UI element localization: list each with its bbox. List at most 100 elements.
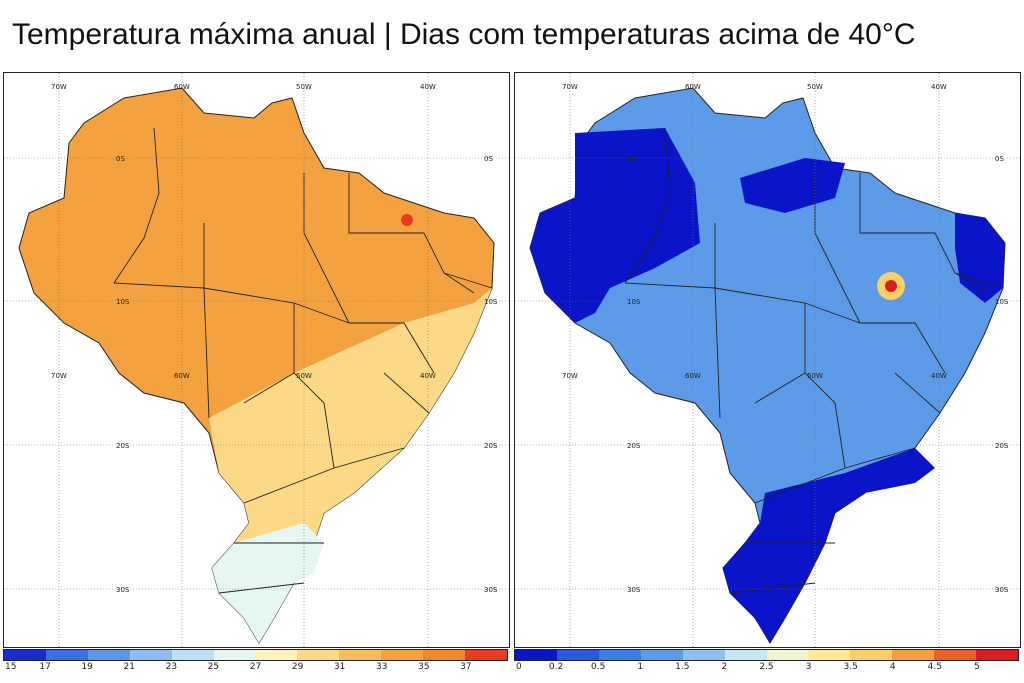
colorbar-days-segment (724, 650, 767, 660)
lon-label-70w-mid: 70W (51, 372, 67, 380)
hot-spot-northeast (401, 214, 413, 226)
lon-label-50w-mid: 50W (296, 372, 312, 380)
colorbar-days-tick-label: 0.5 (590, 662, 606, 672)
lat-label-20s: 20S (116, 442, 130, 450)
northeast-coast-low-region (955, 213, 1005, 303)
lon-label-70w-r: 70W (562, 83, 578, 91)
north-low-region (740, 158, 845, 213)
lon-label-50w-mid-r: 50W (807, 372, 823, 380)
lon-label-60w-mid-r: 60W (685, 372, 701, 380)
days-above-40c-map: 70W 60W 50W 40W 0S 0S 10S 10S 20S 20S 30… (515, 73, 1020, 647)
colorbar-days-tick-label: 3.5 (843, 662, 858, 672)
lat-label-0s-right: 0S (484, 155, 493, 163)
lon-label-50w-r: 50W (807, 83, 823, 91)
colorbar-days-tick-label: 4 (889, 662, 896, 672)
colorbar-days-tick-label: 4.5 (927, 662, 942, 672)
colorbar-days-segment (556, 650, 599, 660)
lat-label-30s-r2: 30S (995, 586, 1009, 594)
map-panel-max-temperature: 70W 60W 50W 40W 0S 0S 10S 10S 20S 20S 30… (3, 72, 510, 648)
max-temperature-map: 70W 60W 50W 40W 0S 0S 10S 10S 20S 20S 30… (4, 73, 509, 647)
lon-label-70w: 70W (51, 83, 67, 91)
colorbar-temperature-segment (129, 650, 172, 660)
colorbar-temperature-tick-label: 29 (291, 662, 304, 672)
colorbar-days-segment (892, 650, 935, 660)
colorbar-temperature-tick-label: 37 (460, 662, 472, 672)
lat-label-0s-r2: 0S (995, 155, 1004, 163)
colorbar-temperature-segment (423, 650, 466, 660)
lon-label-60w: 60W (174, 83, 190, 91)
colorbar-temperature-tick-label: 23 (165, 662, 178, 672)
south-low-region (723, 448, 935, 643)
lon-label-40w-mid: 40W (420, 372, 436, 380)
colorbar-temperature-segment (381, 650, 424, 660)
lat-label-30s-right: 30S (484, 586, 498, 594)
colorbar-temperature-segment (171, 650, 214, 660)
lat-label-0s: 0S (116, 155, 125, 163)
colorbar-days-tick-label: 2 (721, 662, 728, 672)
colorbar-temperature-tick-label: 35 (418, 662, 430, 672)
lat-label-10s: 10S (116, 298, 130, 306)
colorbar-temperature-tick-label: 19 (81, 662, 93, 672)
colorbar-days-tick-label: 2.5 (759, 662, 774, 672)
state-borders-right (624, 127, 1004, 594)
colorbar-temperature-tick-label: 33 (376, 662, 388, 672)
colorbar-temperature-segment (465, 650, 508, 660)
colorbar-days-tick-label: 1.5 (675, 662, 690, 672)
hot-spot-days-core (885, 280, 897, 292)
lon-label-40w-mid-r: 40W (931, 372, 947, 380)
colorbar-temperature-tick-label: 25 (207, 662, 220, 672)
colorbar-days-tick-label: 1 (637, 662, 644, 672)
colorbar-days-segment (976, 650, 1019, 660)
colorbar-temperature-tick-label: 31 (333, 662, 346, 672)
lat-label-30s-r: 30S (627, 586, 641, 594)
west-low-region (530, 128, 700, 323)
colorbar-days-segment (934, 650, 977, 660)
colorbar-temperature-segment (45, 650, 88, 660)
lat-label-10s-r2: 10S (995, 298, 1009, 306)
lon-label-60w-r: 60W (685, 83, 701, 91)
lon-label-40w-r: 40W (931, 83, 947, 91)
lon-label-60w-mid: 60W (174, 372, 190, 380)
lon-label-50w: 50W (296, 83, 312, 91)
colorbar-days-tick-label: 5 (974, 662, 980, 672)
far-south-region (212, 523, 324, 643)
colorbar-days-segment (766, 650, 809, 660)
colorbar-days-tick-label: 0 (516, 662, 522, 672)
colorbar-days-segment (808, 650, 851, 660)
colorbar-days-segment (598, 650, 641, 660)
lat-label-20s-r: 20S (627, 442, 641, 450)
colorbar-days-segment (515, 650, 557, 660)
colorbar-temperature-tick-label: 21 (123, 662, 135, 672)
colorbar-temperature-segment (339, 650, 382, 660)
map-panel-days-above-40c: 70W 60W 50W 40W 0S 0S 10S 10S 20S 20S 30… (514, 72, 1021, 648)
colorbar-temperature-segment (297, 650, 340, 660)
lon-label-70w-mid-r: 70W (562, 372, 578, 380)
lat-label-30s: 30S (116, 586, 130, 594)
colorbar-days-segment (640, 650, 683, 660)
grid-lines (4, 73, 509, 647)
state-borders (113, 127, 493, 594)
colorbar-days-segment (682, 650, 725, 660)
colorbar-temperature-tick-label: 27 (249, 662, 262, 672)
lat-label-10s-r: 10S (627, 298, 641, 306)
colorbar-temperature-segment (87, 650, 130, 660)
colorbar-days-ticks: 0 0.2 0.5 1 1.5 2 2.5 3 3.5 4 4.5 5 (514, 662, 1019, 676)
colorbar-temperature-ticks: 15 17 19 21 23 25 27 29 31 33 35 37 (3, 662, 508, 676)
page-title: Temperatura máxima anual | Dias com temp… (12, 18, 916, 51)
lon-label-40w: 40W (420, 83, 436, 91)
lat-label-10s-right: 10S (484, 298, 498, 306)
colorbar-temperature-segment (213, 650, 256, 660)
colorbar-temperature-tick-label: 15 (5, 662, 17, 672)
colorbar-temperature (3, 649, 508, 661)
colorbar-days (514, 649, 1019, 661)
lat-label-20s-right: 20S (484, 442, 498, 450)
colorbar-days-tick-label: 3 (805, 662, 812, 672)
colorbar-days-tick-label: 0.2 (548, 662, 564, 672)
colorbar-temperature-segment (255, 650, 298, 660)
colorbar-days-segment (850, 650, 893, 660)
lat-label-20s-r2: 20S (995, 442, 1009, 450)
lat-label-0s-r: 0S (627, 155, 636, 163)
colorbar-temperature-segment (4, 650, 46, 660)
colorbar-temperature-tick-label: 17 (39, 662, 51, 672)
grid-lines-right (515, 73, 1020, 647)
